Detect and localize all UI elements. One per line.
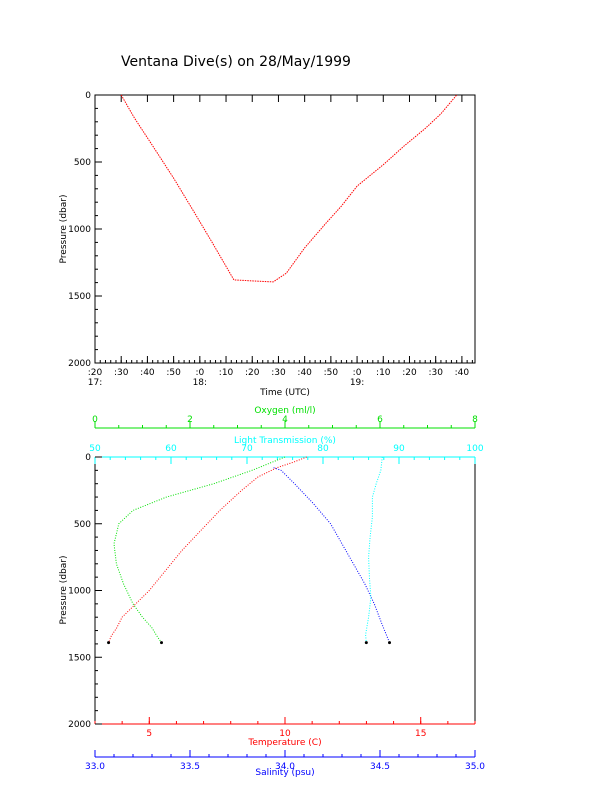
salinity-profile-line xyxy=(273,467,390,643)
top-hour-label: 19: xyxy=(350,378,364,388)
pressure-trace xyxy=(120,94,458,283)
top-x-tick-label: :20 xyxy=(402,368,417,378)
profile-ticks: 0 2 4 6 8 50 60 70 80 90 100 5 10 15 33.0 33.5 34.0 34.5 3… xyxy=(68,415,485,772)
oxygen-tick-label: 6 xyxy=(377,415,383,425)
top-x-tick-label: :50 xyxy=(324,368,339,378)
temperature-tick-label: 10 xyxy=(279,729,291,739)
oxygen-axis-label: Oxygen (ml/l) xyxy=(254,406,315,416)
top-x-tick-label: :20 xyxy=(88,368,103,378)
oxygen-tick-label: 0 xyxy=(92,415,98,425)
pressure-vs-time-line xyxy=(120,94,458,283)
top-x-tick-label: :0 xyxy=(353,368,362,378)
light-transmission-axis-label: Light Transmission (%) xyxy=(234,436,336,446)
dive-time-ticks: 0500100015002000:20:30:40:50:0:10:20:30:… xyxy=(68,91,473,388)
bottom-y-tick-label: 2000 xyxy=(68,720,91,730)
oxygen-tick-label: 4 xyxy=(282,415,288,425)
temperature-profile-line xyxy=(108,456,307,643)
temperature-tick-label: 15 xyxy=(415,729,426,739)
top-x-tick-label: :10 xyxy=(376,368,391,378)
light_transmission-tick-label: 60 xyxy=(165,444,177,454)
profile-series xyxy=(107,456,391,645)
salinity-axis-label: Salinity (psu) xyxy=(255,768,314,778)
top-hour-label: 18: xyxy=(193,378,207,388)
top-x-tick-label: :30 xyxy=(114,368,129,378)
time-axis-label: Time (UTC) xyxy=(259,388,310,398)
light_transmission-tick-label: 50 xyxy=(89,444,101,454)
oxygen-profile-line xyxy=(113,456,286,643)
light_transmission-profile-line xyxy=(365,456,383,643)
temperature-axis-label: Temperature (C) xyxy=(247,738,321,748)
top-y-tick-label: 1000 xyxy=(68,225,91,235)
temperature-tick-label: 5 xyxy=(146,729,152,739)
top-x-tick-label: :30 xyxy=(271,368,286,378)
top-x-tick-label: :10 xyxy=(219,368,234,378)
bottom-pressure-axis-label: Pressure (dbar) xyxy=(59,556,69,625)
top-pressure-axis-label: Pressure (dbar) xyxy=(59,195,69,264)
dive-time-frame xyxy=(94,94,476,364)
top-y-tick-label: 2000 xyxy=(68,359,91,369)
salinity-tick-label: 33.0 xyxy=(85,762,105,772)
oxygen-tick-label: 2 xyxy=(187,415,193,425)
bottom-y-tick-label: 500 xyxy=(74,520,91,530)
salinity-bottom-marker xyxy=(388,641,391,645)
salinity-tick-label: 34.5 xyxy=(370,762,390,772)
light_transmission-tick-label: 80 xyxy=(317,444,329,454)
top-x-tick-label: :0 xyxy=(195,368,204,378)
dive-time-chart: 0500100015002000:20:30:40:50:0:10:20:30:… xyxy=(59,91,476,398)
top-y-tick-label: 0 xyxy=(85,91,91,101)
top-x-tick-label: :30 xyxy=(428,368,443,378)
top-x-tick-label: :40 xyxy=(455,368,470,378)
salinity-tick-label: 34.0 xyxy=(275,762,295,772)
top-x-tick-label: :40 xyxy=(297,368,312,378)
salinity-tick-label: 33.5 xyxy=(180,762,200,772)
bottom-y-tick-label: 1500 xyxy=(68,653,91,663)
profile-chart: 0 2 4 6 8 50 60 70 80 90 100 5 10 15 33.0 33.5 34.0 34.5 3… xyxy=(59,406,485,778)
light_transmission-tick-label: 70 xyxy=(241,444,253,454)
oxygen-bottom-marker xyxy=(160,641,163,645)
light_transmission-bottom-marker xyxy=(364,641,368,645)
bottom-y-tick-label: 1000 xyxy=(68,587,91,597)
oxygen-tick-label: 8 xyxy=(472,415,478,425)
top-x-tick-label: :20 xyxy=(245,368,260,378)
top-y-tick-label: 500 xyxy=(74,158,91,168)
top-x-tick-label: :40 xyxy=(140,368,155,378)
top-hour-label: 17: xyxy=(88,378,102,388)
top-y-tick-label: 1500 xyxy=(68,292,91,302)
figure-title: Ventana Dive(s) on 28/May/1999 xyxy=(121,54,351,70)
light_transmission-tick-label: 100 xyxy=(466,444,483,454)
salinity-tick-label: 35.0 xyxy=(465,762,485,772)
top-x-tick-label: :50 xyxy=(166,368,181,378)
light_transmission-tick-label: 90 xyxy=(393,444,405,454)
temperature-bottom-marker xyxy=(107,641,111,645)
bottom-y-tick-label: 0 xyxy=(85,453,91,463)
